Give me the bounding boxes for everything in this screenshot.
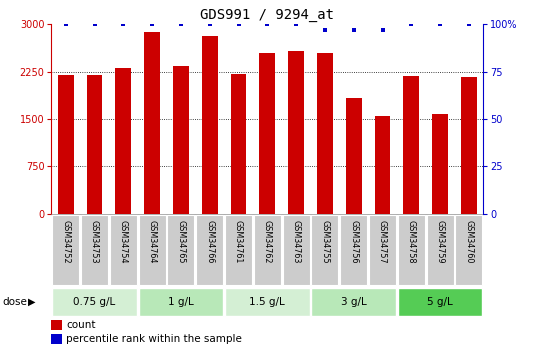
Bar bbox=[317, 53, 333, 214]
Text: GSM34766: GSM34766 bbox=[205, 220, 214, 263]
Text: 3 g/L: 3 g/L bbox=[341, 297, 367, 307]
Text: GSM34761: GSM34761 bbox=[234, 220, 243, 263]
Bar bbox=[432, 114, 448, 214]
Bar bbox=[51, 320, 62, 330]
Point bbox=[234, 21, 243, 27]
Text: GSM34752: GSM34752 bbox=[61, 220, 70, 263]
Point bbox=[205, 21, 214, 27]
Text: ▶: ▶ bbox=[28, 297, 36, 307]
Point bbox=[464, 21, 473, 27]
Text: percentile rank within the sample: percentile rank within the sample bbox=[66, 334, 242, 344]
Text: GSM34759: GSM34759 bbox=[436, 220, 444, 263]
Text: GSM34762: GSM34762 bbox=[263, 220, 272, 263]
Bar bbox=[116, 68, 131, 214]
Bar bbox=[403, 76, 419, 214]
Bar bbox=[455, 215, 482, 285]
Bar bbox=[398, 288, 482, 316]
Bar bbox=[225, 288, 309, 316]
Bar bbox=[81, 215, 108, 285]
Text: GSM34753: GSM34753 bbox=[90, 220, 99, 263]
Text: dose: dose bbox=[3, 297, 28, 307]
Bar bbox=[369, 215, 396, 285]
Bar bbox=[231, 74, 246, 214]
Bar bbox=[398, 215, 425, 285]
Bar bbox=[259, 52, 275, 214]
Bar bbox=[346, 98, 362, 214]
Title: GDS991 / 9294_at: GDS991 / 9294_at bbox=[200, 8, 334, 22]
Bar bbox=[52, 215, 79, 285]
Text: GSM34765: GSM34765 bbox=[177, 220, 185, 263]
Point bbox=[321, 27, 329, 32]
Text: GSM34754: GSM34754 bbox=[119, 220, 128, 263]
Bar bbox=[312, 288, 396, 316]
Bar bbox=[52, 288, 137, 316]
Bar bbox=[202, 36, 218, 214]
Bar bbox=[51, 334, 62, 344]
Point bbox=[90, 21, 99, 27]
Bar bbox=[427, 215, 454, 285]
Text: GSM34755: GSM34755 bbox=[320, 220, 329, 263]
Bar bbox=[167, 215, 194, 285]
Point bbox=[119, 21, 127, 27]
Text: 1.5 g/L: 1.5 g/L bbox=[249, 297, 285, 307]
Text: GSM34764: GSM34764 bbox=[147, 220, 157, 263]
Text: GSM34758: GSM34758 bbox=[407, 220, 416, 263]
Bar bbox=[461, 77, 477, 214]
Text: 0.75 g/L: 0.75 g/L bbox=[73, 297, 116, 307]
Bar bbox=[225, 215, 252, 285]
Bar bbox=[288, 51, 304, 214]
Bar bbox=[173, 66, 189, 214]
Text: 1 g/L: 1 g/L bbox=[168, 297, 194, 307]
Text: GSM34763: GSM34763 bbox=[292, 220, 301, 263]
Point bbox=[263, 21, 272, 27]
Point bbox=[292, 21, 300, 27]
Bar bbox=[254, 215, 281, 285]
Bar bbox=[139, 215, 166, 285]
Point bbox=[378, 27, 387, 32]
Bar bbox=[312, 215, 339, 285]
Bar bbox=[340, 215, 367, 285]
Bar bbox=[282, 215, 309, 285]
Text: 5 g/L: 5 g/L bbox=[427, 297, 453, 307]
Point bbox=[407, 21, 416, 27]
Text: count: count bbox=[66, 320, 96, 330]
Bar bbox=[375, 116, 390, 214]
Point bbox=[177, 21, 185, 27]
Text: GSM34756: GSM34756 bbox=[349, 220, 358, 263]
Point bbox=[436, 21, 444, 27]
Point bbox=[148, 21, 157, 27]
Bar bbox=[58, 75, 73, 214]
Bar bbox=[144, 32, 160, 214]
Text: GSM34760: GSM34760 bbox=[464, 220, 474, 263]
Text: GSM34757: GSM34757 bbox=[378, 220, 387, 263]
Point bbox=[62, 21, 70, 27]
Point bbox=[349, 27, 358, 32]
Bar bbox=[139, 288, 223, 316]
Bar bbox=[196, 215, 223, 285]
Bar bbox=[86, 75, 103, 214]
Bar bbox=[110, 215, 137, 285]
